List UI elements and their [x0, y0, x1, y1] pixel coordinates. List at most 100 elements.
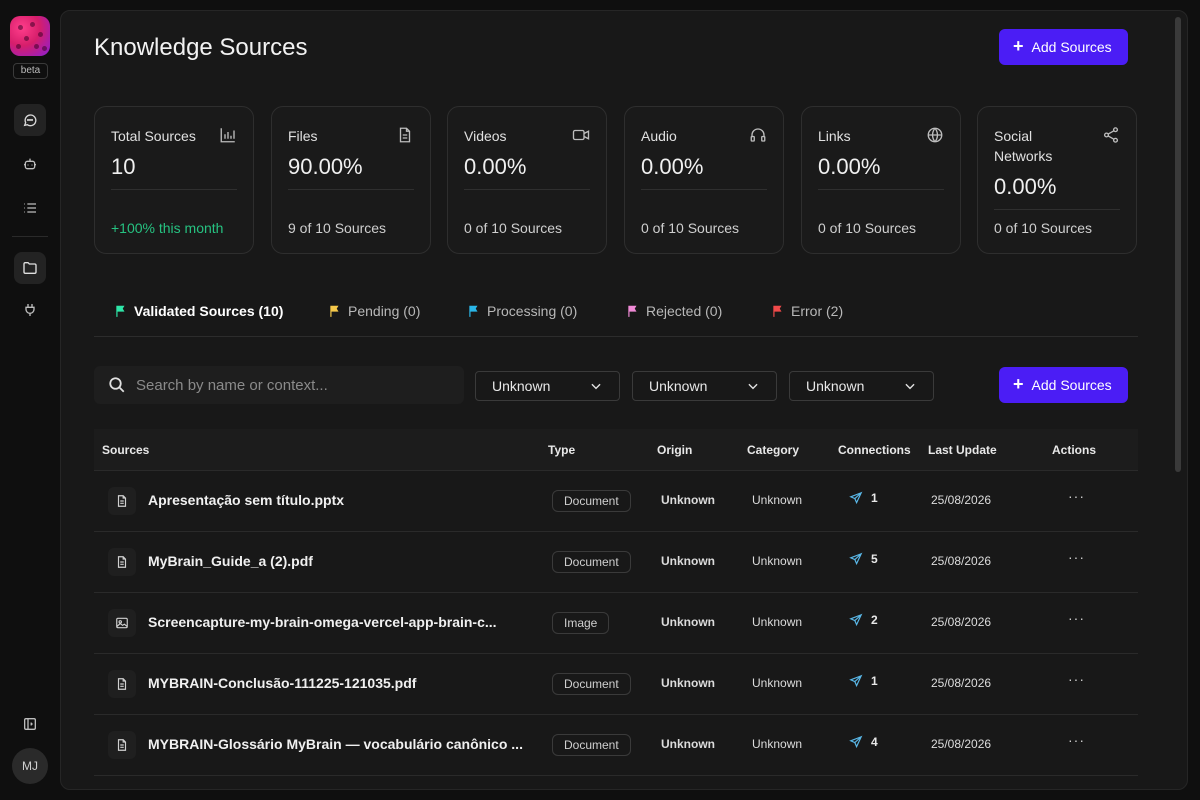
tab-label: Rejected (0)	[646, 303, 723, 319]
headphones-icon	[750, 128, 766, 142]
stat-value: 0.00%	[994, 174, 1057, 199]
connection-icon	[849, 613, 863, 627]
row-actions-button[interactable]: ···	[1068, 732, 1085, 748]
sidebar-item-bot[interactable]	[14, 148, 46, 180]
stat-card-videos: Videos 0.00% 0 of 10 Sources	[447, 106, 607, 254]
search-box	[94, 366, 464, 404]
table-row[interactable]: MYBRAIN-Conclusão-111225-121035.pdf Docum…	[94, 654, 1138, 715]
header-origin[interactable]: Origin	[657, 443, 693, 457]
category-cell: Unknown	[752, 493, 803, 507]
connections-count: 5	[871, 552, 878, 566]
list-icon	[24, 203, 36, 213]
search-input[interactable]	[136, 376, 456, 394]
stat-label: Social Networks	[994, 128, 1053, 164]
header-sources[interactable]: Sources	[102, 443, 150, 457]
tab-processing[interactable]: Processing (0)	[467, 303, 577, 319]
source-type-icon	[108, 548, 136, 576]
connections-cell: 1	[849, 674, 878, 688]
row-actions-button[interactable]: ···	[1068, 549, 1085, 565]
flag-icon	[628, 305, 637, 317]
table-header: Sources Type Origin Category Connections…	[94, 429, 1138, 471]
scrollbar[interactable]	[1175, 17, 1181, 472]
file-icon	[117, 495, 127, 507]
user-avatar[interactable]: MJ	[12, 748, 48, 784]
chevron-down-icon	[748, 383, 758, 390]
header-actions: Actions	[1052, 443, 1097, 457]
source-name[interactable]: MYBRAIN-Conclusão-111225-121035.pdf	[148, 675, 417, 691]
origin-cell: Unknown	[661, 554, 715, 568]
header-last-update[interactable]: Last Update	[928, 443, 997, 457]
tab-error[interactable]: Error (2)	[771, 303, 843, 319]
stat-label: Total Sources	[111, 128, 196, 144]
source-name[interactable]: MYBRAIN-Glossário MyBrain — vocabulário …	[148, 736, 523, 752]
last-update-cell: 25/08/2026	[931, 493, 992, 507]
select-value: Unknown	[649, 378, 708, 394]
tab-rejected[interactable]: Rejected (0)	[626, 303, 722, 319]
share-icon	[1103, 127, 1119, 143]
stat-card-audio: Audio 0.00% 0 of 10 Sources	[624, 106, 784, 254]
connection-icon	[849, 552, 863, 566]
table-row[interactable]: Screencapture-my-brain-omega-vercel-app-…	[94, 593, 1138, 654]
add-sources-label: Add Sources	[1031, 39, 1112, 55]
source-type-icon	[108, 487, 136, 515]
main-panel: Knowledge Sources + Add Sources Total So…	[60, 10, 1188, 790]
add-sources-button[interactable]: + Add Sources	[999, 29, 1128, 65]
last-update-cell: 25/08/2026	[931, 615, 992, 629]
bot-icon	[24, 158, 36, 170]
panel-toggle-icon	[24, 718, 36, 730]
connections-cell: 2	[849, 613, 878, 627]
tab-validated[interactable]: Validated Sources (10)	[114, 303, 283, 319]
table-row[interactable]: MYBRAIN-Glossário MyBrain — vocabulário …	[94, 715, 1138, 776]
sidebar-toggle-button[interactable]	[14, 708, 46, 740]
header-category[interactable]: Category	[747, 443, 800, 457]
row-actions-button[interactable]: ···	[1068, 610, 1085, 626]
flag-icon	[116, 305, 125, 317]
sources-table: Sources Type Origin Category Connections…	[94, 429, 1138, 776]
source-type-icon	[108, 609, 136, 637]
stat-card-files: Files 90.00% 9 of 10 Sources	[271, 106, 431, 254]
add-sources-filter-button[interactable]: + Add Sources	[999, 367, 1128, 403]
category-cell: Unknown	[752, 615, 803, 629]
stat-label: Videos	[464, 128, 507, 144]
connections-count: 1	[871, 491, 878, 505]
add-sources-label: Add Sources	[1031, 377, 1112, 393]
sidebar-item-chat[interactable]	[14, 104, 46, 136]
stat-card-total: Total Sources 10 +100% this month	[94, 106, 254, 254]
header-type[interactable]: Type	[548, 443, 576, 457]
origin-cell: Unknown	[661, 676, 715, 690]
source-name[interactable]: Screencapture-my-brain-omega-vercel-app-…	[148, 614, 497, 630]
table-row[interactable]: Apresentação sem título.pptx Document Unkn…	[94, 471, 1138, 532]
sidebar-item-folder[interactable]	[14, 252, 46, 284]
type-badge: Document	[552, 673, 631, 695]
table-row[interactable]: MyBrain_Guide_a (2).pdf Document Unknown Un…	[94, 532, 1138, 593]
filter-select-3[interactable]: Unknown	[789, 371, 934, 401]
stat-card-social: Social Networks 0.00% 0 of 10 Sources	[977, 106, 1137, 254]
tab-pending[interactable]: Pending (0)	[328, 303, 420, 319]
source-name[interactable]: Apresentação sem título.pptx	[148, 492, 345, 508]
filter-select-2[interactable]: Unknown	[632, 371, 777, 401]
chat-icon	[23, 114, 37, 127]
stat-sub: 0 of 10 Sources	[464, 220, 563, 236]
folder-icon	[23, 262, 37, 274]
category-cell: Unknown	[752, 737, 803, 751]
connection-icon	[849, 674, 863, 688]
category-cell: Unknown	[752, 554, 803, 568]
header-connections[interactable]: Connections	[838, 443, 911, 457]
sidebar-item-plug[interactable]	[14, 294, 46, 326]
origin-cell: Unknown	[661, 615, 715, 629]
filter-select-1[interactable]: Unknown	[475, 371, 620, 401]
plus-icon: +	[1013, 374, 1024, 394]
row-actions-button[interactable]: ···	[1068, 488, 1085, 504]
last-update-cell: 25/08/2026	[931, 737, 992, 751]
type-badge: Document	[552, 551, 631, 573]
app-logo[interactable]	[10, 16, 50, 56]
source-name[interactable]: MyBrain_Guide_a (2).pdf	[148, 553, 313, 569]
stat-label: Audio	[641, 128, 677, 144]
connections-count: 2	[871, 613, 878, 627]
tab-label: Pending (0)	[348, 303, 421, 319]
row-actions-button[interactable]: ···	[1068, 671, 1085, 687]
plug-icon	[25, 304, 35, 316]
source-type-icon	[108, 670, 136, 698]
stat-divider	[641, 189, 767, 190]
sidebar-item-list[interactable]	[14, 192, 46, 224]
